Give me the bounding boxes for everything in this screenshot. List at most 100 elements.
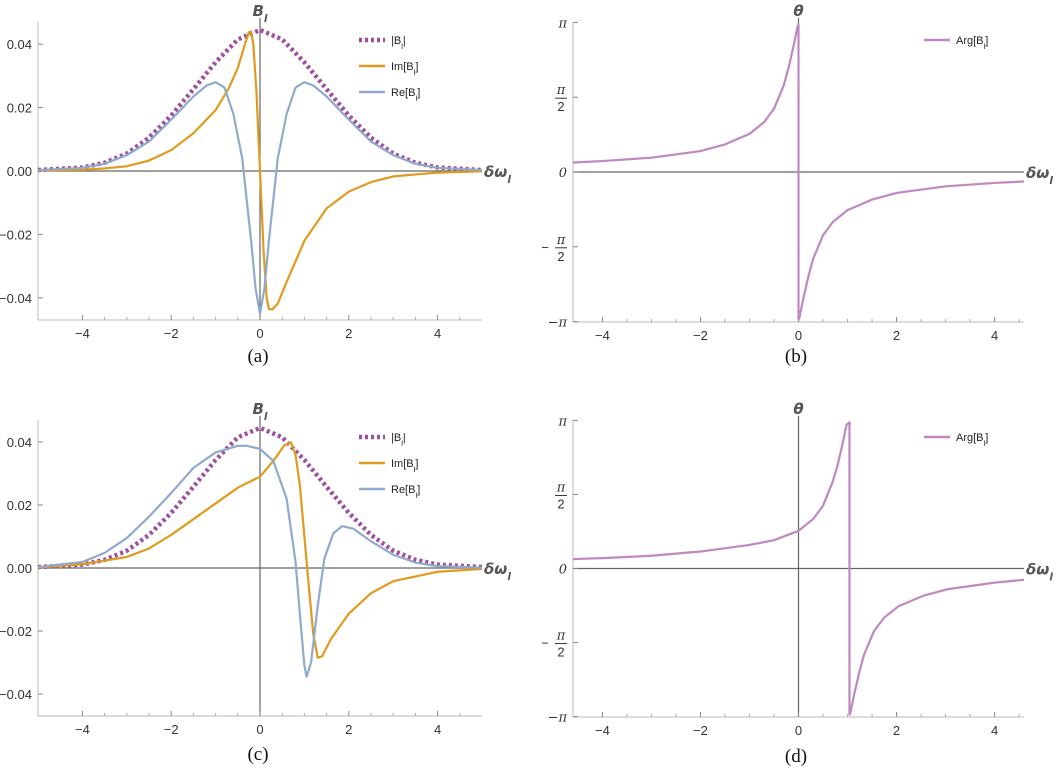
- fraction-numerator: π: [556, 480, 566, 495]
- label-main: Arg[B: [956, 432, 984, 444]
- label-subscript: l: [264, 13, 268, 25]
- x-tick-label: −4: [75, 326, 90, 341]
- label-main: δω: [484, 163, 507, 181]
- label-main: B: [252, 400, 263, 418]
- label-main: Arg[B: [956, 35, 984, 47]
- label-subscript: l: [507, 174, 511, 186]
- series-line-imb: [37, 30, 483, 311]
- y-tick-label: 0.04: [7, 435, 32, 450]
- legend-label: Im[Bl]: [391, 61, 418, 77]
- y-tick-label: 0.02: [7, 498, 32, 513]
- fraction-denominator: 2: [557, 249, 564, 264]
- label-main: |B: [391, 35, 401, 47]
- y-tick-label: 0: [559, 166, 567, 181]
- label-end: |: [403, 432, 406, 444]
- label-end: ]: [417, 87, 420, 99]
- label-subscript: l: [414, 465, 416, 474]
- y-tick-label: 0: [559, 563, 567, 578]
- series-line-reb: [37, 444, 483, 678]
- y-tick-label: 0.04: [7, 37, 32, 52]
- x-axis-label: δωl: [1026, 561, 1053, 584]
- x-tick-label: 0: [795, 723, 802, 738]
- x-tick-label: −4: [75, 722, 90, 737]
- label-subscript: l: [984, 439, 986, 448]
- chart-panel-a: −4 −2 0 2 4−0.04−0.020.000.020.04Blδωl|Bl|Im…: [0, 2, 511, 367]
- y-axis-label: Bl: [252, 2, 267, 25]
- y-tick-label: π: [557, 16, 567, 31]
- label-end: ]: [417, 484, 420, 496]
- x-tick-label: 0: [256, 326, 263, 341]
- y-tick-label: 0.02: [7, 101, 32, 116]
- series-line-argb: [572, 421, 1025, 716]
- fraction-denominator: 2: [557, 496, 564, 511]
- legend-label: |Bl|: [391, 35, 406, 51]
- label-end: ]: [415, 61, 418, 73]
- minus-sign: −: [541, 240, 549, 255]
- chart-panel-c: −4 −2 0 2 4−0.04−0.020.000.020.04Blδωl|Bl|Im…: [0, 400, 511, 765]
- x-tick-label: 2: [345, 722, 352, 737]
- label-subscript: l: [1049, 175, 1053, 187]
- x-tick-label: 2: [345, 326, 352, 341]
- x-tick-label: −2: [164, 326, 179, 341]
- label-subscript: l: [415, 491, 417, 500]
- label-main: δω: [1026, 561, 1049, 579]
- y-axis-label: θ: [793, 400, 803, 418]
- label-main: δω: [484, 560, 507, 578]
- x-tick-label: −4: [595, 328, 610, 343]
- y-tick-label: π: [557, 414, 567, 429]
- legend-label: Re[Bl]: [391, 484, 420, 500]
- label-subscript: l: [264, 411, 268, 423]
- y-tick-label: 0.00: [7, 561, 32, 576]
- x-tick-label: 2: [893, 328, 900, 343]
- y-tick-label: π2: [555, 83, 567, 114]
- y-tick-label: − π2: [541, 629, 567, 660]
- legend-label: Arg[Bl]: [956, 35, 988, 51]
- y-tick-label: −0.04: [0, 291, 32, 306]
- label-end: |: [403, 35, 406, 47]
- label-subscript: l: [984, 42, 986, 51]
- legend-label: |Bl|: [391, 432, 406, 448]
- x-axis-label: δωl: [1026, 164, 1053, 187]
- label-main: θ: [793, 2, 803, 20]
- y-axis-label: Bl: [252, 400, 267, 423]
- legend-label: Im[Bl]: [391, 458, 418, 474]
- panel-caption: (c): [247, 744, 268, 765]
- y-tick-label: −0.04: [0, 687, 32, 702]
- label-end: ]: [415, 458, 418, 470]
- label-main: |B: [391, 432, 401, 444]
- label-end: ]: [985, 35, 988, 47]
- x-tick-label: 4: [991, 328, 998, 343]
- x-tick-label: 4: [991, 723, 998, 738]
- label-main: B: [252, 2, 263, 20]
- y-tick-label: −0.02: [0, 624, 32, 639]
- fraction-numerator: π: [556, 83, 566, 98]
- x-tick-label: −2: [164, 722, 179, 737]
- y-tick-label: −0.02: [0, 227, 32, 242]
- label-subscript: l: [415, 94, 417, 103]
- y-tick-label: −π: [548, 316, 568, 331]
- x-tick-label: −4: [595, 723, 610, 738]
- series-line-imb: [37, 441, 483, 659]
- x-tick-label: 4: [434, 722, 441, 737]
- series-line-b: [37, 27, 483, 173]
- x-tick-label: −2: [693, 328, 708, 343]
- label-subscript: l: [401, 439, 403, 448]
- series-line-b: [37, 425, 483, 570]
- fraction-numerator: π: [556, 629, 566, 644]
- label-main: Im[B: [391, 458, 414, 470]
- legend-label: Arg[Bl]: [956, 432, 988, 448]
- x-tick-label: 0: [795, 328, 802, 343]
- minus-sign: −: [541, 636, 549, 651]
- fraction-denominator: 2: [557, 645, 564, 660]
- label-main: Im[B: [391, 61, 414, 73]
- y-tick-label: 0.00: [7, 164, 32, 179]
- label-subscript: l: [507, 571, 511, 583]
- x-tick-label: 4: [434, 326, 441, 341]
- label-main: Re[B: [391, 484, 415, 496]
- panel-caption: (b): [785, 346, 807, 367]
- label-subscript: l: [1049, 572, 1053, 584]
- legend-label: Re[Bl]: [391, 87, 420, 103]
- x-tick-label: −2: [693, 723, 708, 738]
